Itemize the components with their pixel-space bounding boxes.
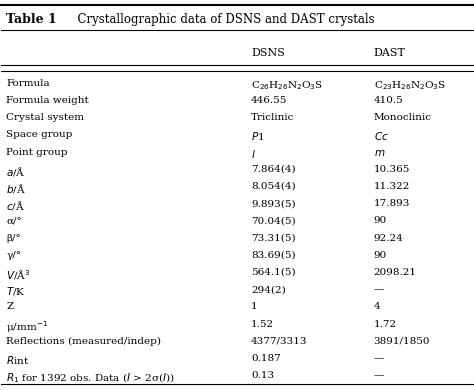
Text: 1.52: 1.52 bbox=[251, 319, 274, 328]
Text: 8.054(4): 8.054(4) bbox=[251, 182, 296, 191]
Text: 11.322: 11.322 bbox=[374, 182, 410, 191]
Text: Triclinic: Triclinic bbox=[251, 113, 294, 122]
Text: 410.5: 410.5 bbox=[374, 96, 403, 105]
Text: 83.69(5): 83.69(5) bbox=[251, 251, 296, 260]
Text: Reflections (measured/indep): Reflections (measured/indep) bbox=[6, 337, 161, 346]
Text: Crystallographic data of DSNS and DAST crystals: Crystallographic data of DSNS and DAST c… bbox=[70, 13, 374, 26]
Text: 1.72: 1.72 bbox=[374, 319, 397, 328]
Text: $T$/K: $T$/K bbox=[6, 285, 26, 297]
Text: μ/mm$^{-1}$: μ/mm$^{-1}$ bbox=[6, 319, 48, 335]
Text: 10.365: 10.365 bbox=[374, 165, 410, 174]
Text: —: — bbox=[374, 371, 384, 380]
Text: 0.13: 0.13 bbox=[251, 371, 274, 380]
Text: 0.187: 0.187 bbox=[251, 354, 281, 363]
Text: $R$int: $R$int bbox=[6, 354, 29, 366]
Text: $b$/Å: $b$/Å bbox=[6, 182, 26, 195]
Text: 4377/3313: 4377/3313 bbox=[251, 337, 308, 346]
Text: DAST: DAST bbox=[374, 48, 406, 58]
Text: C$_{26}$H$_{26}$N$_2$O$_3$S: C$_{26}$H$_{26}$N$_2$O$_3$S bbox=[251, 79, 323, 92]
Text: 564.1(5): 564.1(5) bbox=[251, 268, 296, 277]
Text: 70.04(5): 70.04(5) bbox=[251, 216, 296, 225]
Text: Point group: Point group bbox=[6, 147, 68, 156]
Text: 3891/1850: 3891/1850 bbox=[374, 337, 430, 346]
Text: $R$$_1$ for 1392 obs. Data ($I$ > 2σ($I$)): $R$$_1$ for 1392 obs. Data ($I$ > 2σ($I$… bbox=[6, 371, 175, 385]
Text: Z: Z bbox=[6, 302, 13, 311]
Text: $a$/Å: $a$/Å bbox=[6, 165, 26, 178]
Text: Space group: Space group bbox=[6, 130, 73, 139]
Text: Table 1: Table 1 bbox=[6, 13, 57, 26]
Text: 4: 4 bbox=[374, 302, 380, 311]
Text: Monoclinic: Monoclinic bbox=[374, 113, 432, 122]
Text: $V$/Å$^3$: $V$/Å$^3$ bbox=[6, 268, 30, 282]
Text: γ/°: γ/° bbox=[6, 251, 21, 260]
Text: 17.893: 17.893 bbox=[374, 199, 410, 208]
Text: 446.55: 446.55 bbox=[251, 96, 288, 105]
Text: 1: 1 bbox=[251, 302, 258, 311]
Text: $Cc$: $Cc$ bbox=[374, 130, 389, 142]
Text: 7.864(4): 7.864(4) bbox=[251, 165, 296, 174]
Text: $m$: $m$ bbox=[374, 147, 385, 158]
Text: $P$1: $P$1 bbox=[251, 130, 264, 142]
Text: —: — bbox=[374, 354, 384, 363]
Text: β/°: β/° bbox=[6, 234, 21, 243]
Text: $l$: $l$ bbox=[251, 147, 256, 160]
Text: 2098.21: 2098.21 bbox=[374, 268, 417, 277]
Text: α/°: α/° bbox=[6, 216, 22, 225]
Text: DSNS: DSNS bbox=[251, 48, 285, 58]
Text: —: — bbox=[374, 285, 384, 294]
Text: Formula: Formula bbox=[6, 79, 50, 88]
Text: 92.24: 92.24 bbox=[374, 234, 403, 243]
Text: 73.31(5): 73.31(5) bbox=[251, 234, 296, 243]
Text: C$_{23}$H$_{26}$N$_2$O$_3$S: C$_{23}$H$_{26}$N$_2$O$_3$S bbox=[374, 79, 446, 92]
Text: Formula weight: Formula weight bbox=[6, 96, 89, 105]
Text: $c$/Å: $c$/Å bbox=[6, 199, 25, 212]
Text: 90: 90 bbox=[374, 251, 387, 260]
Text: 294(2): 294(2) bbox=[251, 285, 286, 294]
Text: 9.893(5): 9.893(5) bbox=[251, 199, 296, 208]
Text: 90: 90 bbox=[374, 216, 387, 225]
Text: Crystal system: Crystal system bbox=[6, 113, 84, 122]
